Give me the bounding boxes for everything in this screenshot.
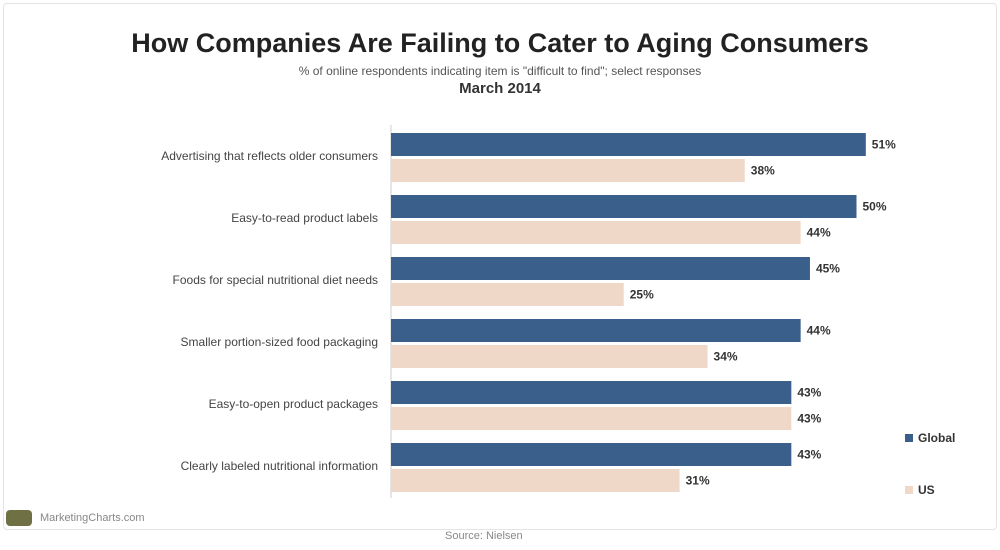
data-label: 51% xyxy=(872,138,896,152)
chart-subtitle: % of online respondents indicating item … xyxy=(298,64,702,78)
bar-us xyxy=(391,345,708,368)
category-label: Easy-to-open product packages xyxy=(209,397,378,411)
bar-us xyxy=(391,283,624,306)
bar-us xyxy=(391,469,680,492)
bar-global xyxy=(391,381,792,404)
data-label: 43% xyxy=(797,412,821,426)
bar-global xyxy=(391,195,857,218)
legend-label: US xyxy=(918,483,935,497)
category-label: Foods for special nutritional diet needs xyxy=(173,273,378,287)
data-label: 38% xyxy=(751,164,775,178)
category-label: Smaller portion-sized food packaging xyxy=(181,335,378,349)
brand-text: MarketingCharts.com xyxy=(40,511,145,524)
chart-title: How Companies Are Failing to Cater to Ag… xyxy=(131,28,869,58)
data-label: 44% xyxy=(807,226,831,240)
category-label: Clearly labeled nutritional information xyxy=(181,459,378,473)
data-label: 44% xyxy=(807,324,831,338)
bar-us xyxy=(391,159,745,182)
bar-us xyxy=(391,221,801,244)
bar-us xyxy=(391,407,792,430)
legend-label: Global xyxy=(918,431,955,445)
chart-date: March 2014 xyxy=(459,80,541,97)
bar-global xyxy=(391,133,866,156)
data-label: 45% xyxy=(816,262,840,276)
data-label: 31% xyxy=(686,474,710,488)
legend-swatch-global xyxy=(905,434,913,442)
data-label: 25% xyxy=(630,288,654,302)
legend-swatch-us xyxy=(905,486,913,494)
data-label: 50% xyxy=(863,200,887,214)
source-note: Source: Nielsen xyxy=(445,530,523,542)
data-label: 43% xyxy=(797,386,821,400)
category-label: Advertising that reflects older consumer… xyxy=(161,149,378,163)
bar-global xyxy=(391,443,792,466)
category-label: Easy-to-read product labels xyxy=(231,211,378,225)
bar-global xyxy=(391,257,810,280)
bar-global xyxy=(391,319,801,342)
chart-frame xyxy=(3,3,997,530)
data-label: 43% xyxy=(797,448,821,462)
data-label: 34% xyxy=(714,350,738,364)
brand: MarketingCharts.com xyxy=(6,510,145,526)
brand-logo-icon xyxy=(6,510,32,526)
